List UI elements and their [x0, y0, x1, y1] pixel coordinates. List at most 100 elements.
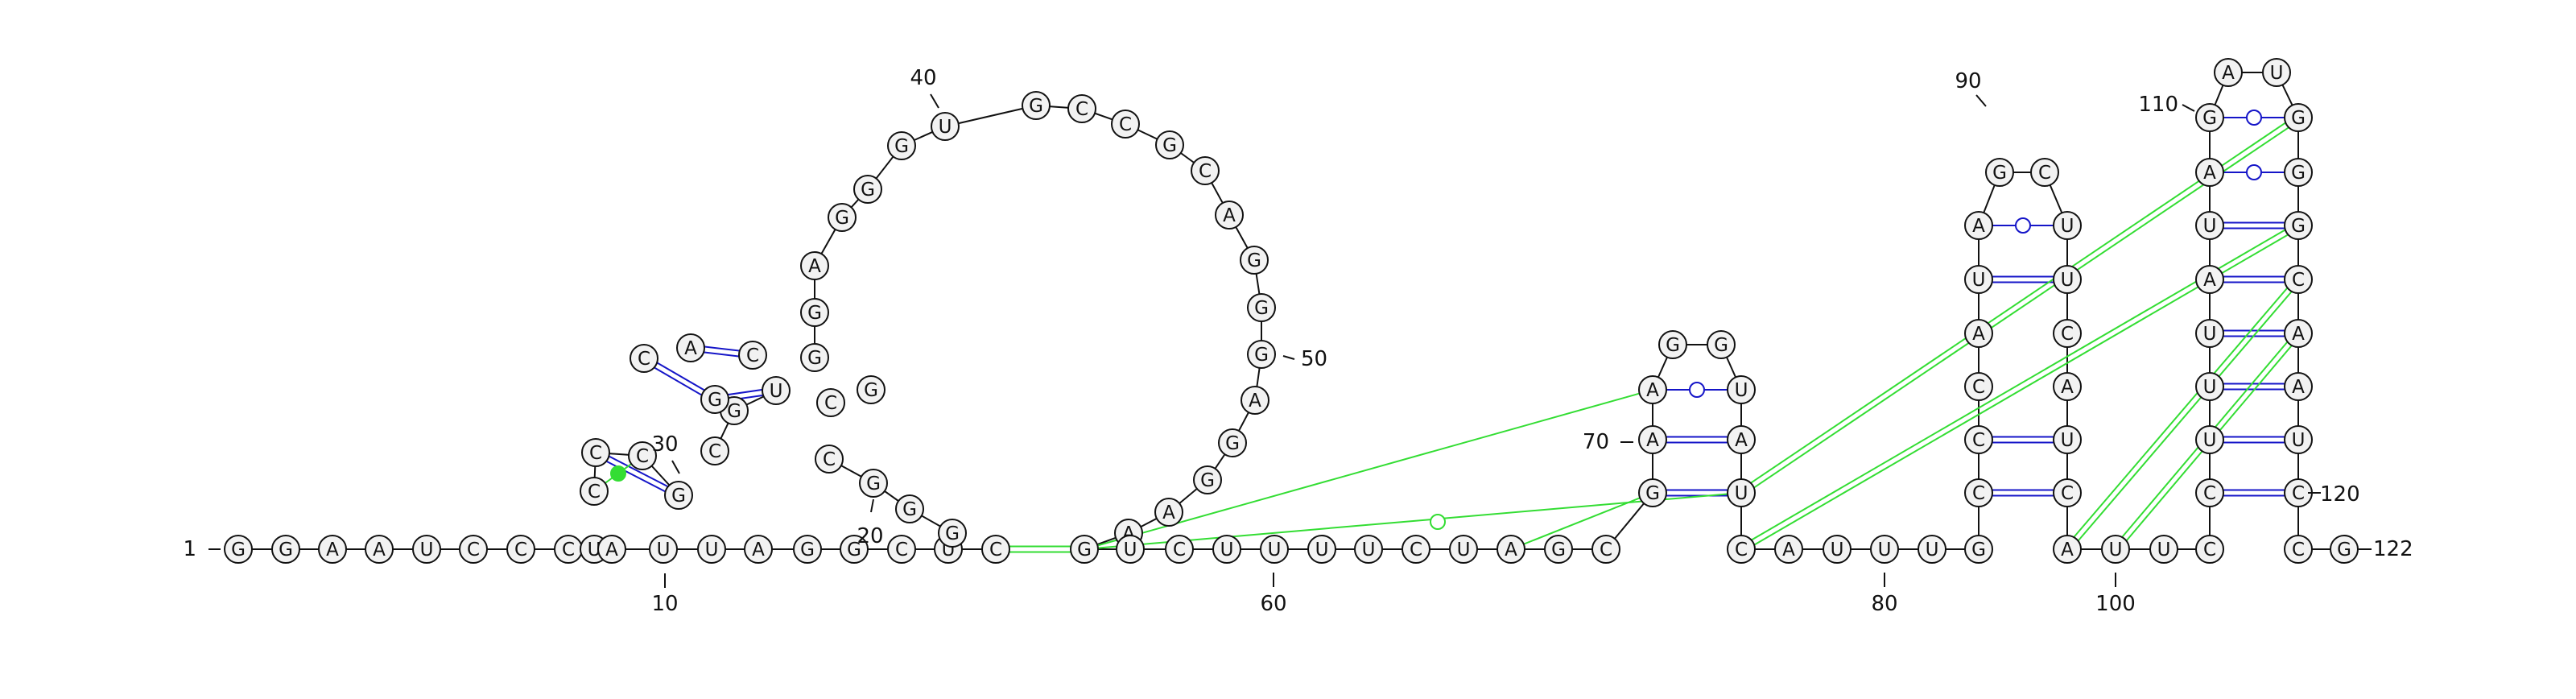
svg-text:G: G: [279, 540, 293, 560]
pseudoknot-link: [1084, 492, 1742, 550]
nucleotide: U: [1727, 478, 1756, 507]
svg-text:G: G: [671, 486, 686, 507]
nucleotide: U: [697, 535, 726, 564]
svg-text:U: U: [1735, 483, 1748, 504]
svg-text:U: U: [1926, 540, 1939, 560]
nucleotide: C: [1191, 156, 1220, 185]
nucleotide: U: [2195, 425, 2224, 454]
nucleotide: U: [412, 535, 441, 564]
nucleotide: C: [628, 441, 657, 470]
nucleotide: U: [1727, 375, 1756, 404]
nucleotide: U: [1212, 535, 1241, 564]
svg-text:A: A: [1505, 540, 1517, 560]
base-pair-line: [2068, 280, 2301, 552]
svg-text:A: A: [326, 540, 339, 560]
svg-text:C: C: [2203, 483, 2216, 504]
nucleotide: A: [1215, 201, 1244, 230]
gu-pair-marker: [2246, 164, 2262, 180]
position-label: 80: [1871, 592, 1897, 616]
svg-text:C: C: [1075, 99, 1088, 120]
position-label: 10: [651, 592, 678, 616]
svg-text:G: G: [231, 540, 246, 560]
svg-text:A: A: [2061, 377, 2074, 398]
nucleotide: C: [816, 388, 845, 417]
svg-text:A: A: [1646, 430, 1659, 451]
nucleotide: G: [1658, 330, 1687, 359]
svg-text:U: U: [2292, 430, 2306, 451]
svg-text:A: A: [1249, 391, 1261, 412]
nucleotide: C: [738, 341, 767, 370]
nucleotide: G: [1022, 91, 1051, 120]
svg-text:C: C: [1972, 483, 1985, 504]
nucleotide: U: [2262, 58, 2291, 87]
nucleotide: A: [597, 535, 626, 564]
nucleotide: A: [1154, 498, 1183, 527]
svg-text:U: U: [2203, 430, 2217, 451]
nucleotide: C: [2284, 265, 2313, 294]
nucleotide: G: [840, 535, 869, 564]
nucleotide: G: [1638, 478, 1667, 507]
svg-text:U: U: [1735, 380, 1748, 401]
nucleotide: G: [1247, 293, 1276, 322]
svg-text:C: C: [467, 540, 480, 560]
nucleotide: G: [1707, 330, 1736, 359]
nucleotide: C: [1964, 425, 1993, 454]
nucleotide: C: [981, 535, 1010, 564]
nucleotide: U: [931, 112, 960, 141]
nucleotide: A: [744, 535, 773, 564]
svg-text:G: G: [1971, 540, 1986, 560]
nucleotide: G: [1155, 130, 1184, 159]
nucleotide: A: [1727, 425, 1756, 454]
nucleotide: G: [2195, 103, 2224, 132]
nucleotide: G: [1218, 428, 1247, 457]
gu-pair-marker: [2246, 110, 2262, 126]
svg-text:C: C: [1972, 377, 1985, 398]
nucleotide: A: [2053, 535, 2082, 564]
nucleotide: C: [1964, 478, 1993, 507]
nucleotide: G: [1070, 535, 1099, 564]
svg-text:C: C: [2038, 163, 2051, 184]
position-label: 120: [2320, 482, 2360, 507]
svg-text:C: C: [589, 443, 602, 464]
nucleotide: G: [2284, 103, 2313, 132]
nucleotide: C: [815, 445, 844, 474]
nucleotide: C: [1727, 535, 1756, 564]
nucleotide: G: [224, 535, 253, 564]
svg-text:A: A: [1223, 205, 1236, 226]
nucleotide: G: [857, 375, 886, 404]
svg-text:G: G: [2291, 108, 2306, 129]
svg-text:C: C: [2061, 483, 2074, 504]
nucleotide: A: [676, 333, 705, 362]
svg-text:U: U: [1124, 540, 1137, 560]
position-label: 40: [910, 66, 936, 90]
svg-text:G: G: [2291, 216, 2306, 237]
svg-text:G: G: [1029, 96, 1043, 117]
svg-text:U: U: [1362, 540, 1376, 560]
svg-text:U: U: [2157, 540, 2171, 560]
position-tick: [671, 460, 680, 474]
backbone-segment: [1652, 344, 1742, 549]
svg-text:C: C: [1972, 430, 1985, 451]
nucleotide: C: [2053, 478, 2082, 507]
svg-text:U: U: [1878, 540, 1892, 560]
pseudoknot-marker: [1430, 514, 1446, 530]
svg-text:G: G: [1225, 433, 1240, 454]
nucleotide: C: [2284, 535, 2313, 564]
nucleotide: G: [793, 535, 822, 564]
nucleotide: G: [895, 494, 924, 523]
svg-text:G: G: [727, 401, 741, 422]
pseudoknot-link: [1084, 389, 1653, 550]
svg-text:U: U: [2203, 216, 2217, 237]
svg-text:A: A: [1162, 503, 1175, 523]
nucleotide: U: [1307, 535, 1336, 564]
svg-text:G: G: [1200, 470, 1215, 491]
nucleotide: U: [2053, 211, 2082, 240]
nucleotide: C: [1591, 535, 1620, 564]
svg-text:G: G: [864, 380, 878, 401]
svg-text:C: C: [895, 540, 908, 560]
nucleotide: G: [828, 203, 857, 232]
svg-text:A: A: [2203, 163, 2216, 184]
nucleotide: U: [2195, 319, 2224, 348]
backbone-segment: [828, 458, 953, 534]
